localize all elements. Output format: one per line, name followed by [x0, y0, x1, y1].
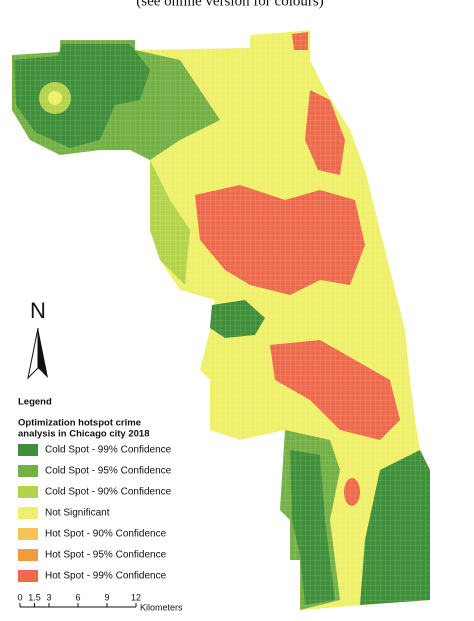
legend-heading: Legend: [18, 397, 52, 408]
scale-tick-label: 9: [104, 592, 109, 602]
city-map: [12, 30, 430, 610]
legend-swatch: [18, 465, 38, 477]
legend-label: Hot Spot - 95% Confidence: [45, 550, 167, 561]
legend-title: Optimization hotspot crime: [18, 418, 141, 429]
legend-swatch: [18, 507, 38, 519]
arrow-light: [27, 327, 39, 380]
north-arrow: N: [27, 298, 48, 380]
caption: (see online version for colours): [136, 0, 323, 9]
legend-swatch: [18, 570, 38, 582]
north-label: N: [30, 298, 46, 323]
legend-swatch: [18, 528, 38, 540]
legend-swatch: [18, 486, 38, 498]
scale-tick-label: 0: [17, 592, 22, 602]
arrow-dark: [38, 328, 48, 378]
legend-label: Cold Spot - 99% Confidence: [45, 445, 172, 456]
legend-swatch: [18, 549, 38, 561]
legend-label: Cold Spot - 90% Confidence: [45, 487, 172, 498]
map-grid: [12, 30, 430, 610]
scale-tick-label: 12: [131, 592, 141, 602]
scale-tick-label: 1.5: [28, 592, 41, 602]
legend-label: Hot Spot - 90% Confidence: [45, 529, 167, 540]
legend-label: Hot Spot - 99% Confidence: [45, 571, 167, 582]
scale-unit: Kilometers: [140, 602, 183, 612]
legend-label: Cold Spot - 95% Confidence: [45, 466, 172, 477]
legend-swatch: [18, 444, 38, 456]
scale-tick-label: 6: [75, 592, 80, 602]
legend-title: analysis in Chicago city 2018: [18, 429, 149, 440]
legend-label: Not Significant: [45, 508, 110, 519]
scale-tick-label: 3: [46, 592, 51, 602]
